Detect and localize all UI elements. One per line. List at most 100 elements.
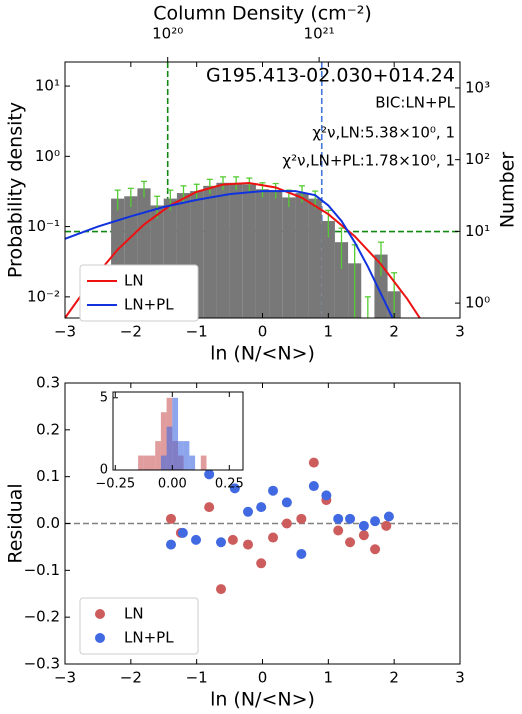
histogram-bar: [183, 441, 190, 470]
histogram-bar: [149, 455, 156, 470]
x2-axis-label: Column Density (cm⁻²): [153, 3, 372, 25]
residual-point: [308, 481, 319, 492]
x2-tick-label: 10²⁰: [152, 25, 183, 43]
legend-label: LN+PL: [124, 629, 174, 647]
y-tick-label: 10⁰: [35, 147, 60, 165]
histogram-bar: [229, 182, 243, 318]
histogram-bar: [143, 455, 150, 470]
x-tick-label: 3: [455, 323, 465, 341]
histogram-bar: [160, 455, 167, 470]
histogram-bar: [166, 426, 173, 470]
residual-point: [383, 511, 394, 522]
y-tick-label: 10⁻¹: [27, 217, 60, 235]
histogram-bar: [282, 197, 296, 318]
x-tick-label: −2: [120, 323, 142, 341]
histogram-bar: [295, 193, 309, 318]
x-tick-label: −0.25: [95, 477, 135, 492]
model-curve: [65, 182, 421, 318]
x-tick-label: 0.25: [215, 477, 244, 492]
histogram-bar: [255, 189, 270, 318]
y-axis-label: Probability density: [5, 102, 27, 278]
residual-point: [296, 513, 307, 524]
residual-point: [204, 469, 215, 480]
residual-point: [370, 544, 381, 555]
y-tick-label: 10¹: [35, 77, 60, 95]
histogram-bar: [160, 412, 167, 470]
legend-label: LN: [124, 605, 144, 623]
residual-point: [256, 502, 267, 513]
x-tick-label: 0: [258, 669, 268, 687]
residual-point: [296, 548, 307, 559]
x-axis-label: ln (N/<N>): [210, 689, 315, 711]
y-tick-label: 0.1: [36, 467, 60, 485]
residual-point: [191, 534, 202, 545]
y2-tick-label: 10¹: [465, 222, 490, 240]
annotation: χ²ν,LN+PL:1.78×10⁰, 1: [282, 152, 455, 170]
residual-point: [177, 527, 188, 538]
residual-point: [345, 513, 356, 524]
y-tick-label: −0.1: [24, 561, 60, 579]
histogram-bar: [200, 455, 207, 470]
histogram-bar: [172, 397, 178, 470]
residual-point: [256, 558, 267, 569]
residual-point: [308, 457, 319, 468]
residual-point: [227, 534, 238, 545]
x2-tick-label: 10²¹: [304, 25, 335, 43]
model-curve: [65, 190, 394, 318]
residual-point: [370, 516, 381, 527]
residual-point: [333, 513, 344, 524]
plot-frame: [112, 391, 244, 471]
legend-label: LN: [124, 272, 144, 290]
histogram-bar: [269, 190, 283, 318]
x-tick-label: −1: [186, 323, 208, 341]
x-tick-label: 3: [455, 669, 465, 687]
histogram-bar: [189, 455, 196, 470]
residual-point: [358, 520, 369, 531]
y2-axis-label: Number: [497, 152, 519, 229]
residual-point: [333, 525, 344, 536]
residual-point: [358, 530, 369, 541]
histogram-bar: [334, 242, 349, 318]
y-tick-label: −0.2: [24, 608, 60, 626]
histogram-bar: [178, 441, 184, 470]
legend-box: [79, 264, 199, 322]
residual-point: [281, 497, 292, 508]
residual-point: [216, 537, 227, 548]
annotation: G195.413-02.030+014.24: [206, 65, 455, 87]
annotation: χ²ν,LN:5.38×10⁰, 1: [312, 124, 455, 142]
residual-point: [216, 584, 227, 595]
histogram-bar: [203, 185, 217, 318]
y-tick-label: 0.2: [36, 420, 60, 438]
residual-point: [268, 532, 279, 543]
y2-tick-label: 10³: [465, 78, 490, 96]
legend-marker: [95, 633, 105, 643]
residual-point: [345, 537, 356, 548]
x-tick-label: 1: [324, 323, 334, 341]
histogram-bar: [138, 455, 144, 470]
residual-point: [204, 502, 215, 513]
x-tick-label: 0.00: [158, 477, 187, 492]
histogram-bar: [308, 198, 322, 318]
residual-point: [243, 539, 254, 550]
y-axis-label: Residual: [5, 483, 27, 563]
residual-point: [321, 490, 332, 501]
residual-point: [281, 518, 292, 529]
legend-box: [79, 597, 199, 655]
residual-point: [381, 520, 392, 531]
y-tick-label: 10⁻²: [27, 287, 60, 305]
y-tick-label: 0.3: [36, 374, 60, 392]
y2-tick-label: 10⁰: [465, 294, 490, 312]
x-tick-label: 2: [389, 323, 399, 341]
y2-tick-label: 10²: [465, 150, 490, 168]
y-tick-label: 0: [100, 463, 108, 478]
x-tick-label: −2: [120, 669, 142, 687]
x-tick-label: 1: [324, 669, 334, 687]
legend-label: LN+PL: [124, 296, 174, 314]
histogram-bar: [216, 182, 230, 318]
histogram-bar: [242, 184, 256, 318]
residual-point: [243, 506, 254, 517]
legend-marker: [95, 609, 105, 619]
residual-point: [165, 513, 176, 524]
residual-point: [229, 483, 240, 494]
